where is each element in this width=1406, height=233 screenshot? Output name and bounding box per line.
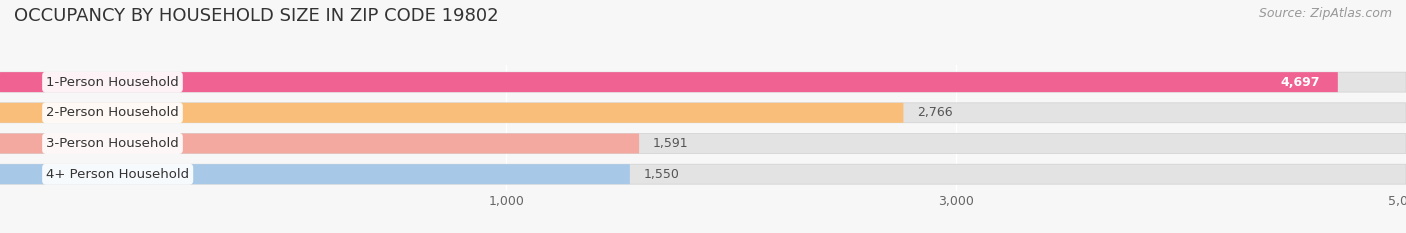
FancyBboxPatch shape [0, 134, 1406, 154]
Text: 3-Person Household: 3-Person Household [46, 137, 179, 150]
FancyBboxPatch shape [0, 72, 1339, 92]
FancyBboxPatch shape [0, 103, 904, 123]
FancyBboxPatch shape [0, 164, 630, 184]
Text: OCCUPANCY BY HOUSEHOLD SIZE IN ZIP CODE 19802: OCCUPANCY BY HOUSEHOLD SIZE IN ZIP CODE … [14, 7, 499, 25]
Text: 4+ Person Household: 4+ Person Household [46, 168, 190, 181]
FancyBboxPatch shape [0, 134, 640, 154]
Text: 1,550: 1,550 [644, 168, 679, 181]
Text: 1-Person Household: 1-Person Household [46, 76, 179, 89]
FancyBboxPatch shape [0, 164, 1406, 184]
Text: 1,591: 1,591 [652, 137, 688, 150]
Text: 2-Person Household: 2-Person Household [46, 106, 179, 119]
Text: 2,766: 2,766 [917, 106, 952, 119]
Text: Source: ZipAtlas.com: Source: ZipAtlas.com [1258, 7, 1392, 20]
FancyBboxPatch shape [0, 103, 1406, 123]
Text: 4,697: 4,697 [1281, 76, 1320, 89]
FancyBboxPatch shape [0, 72, 1406, 92]
